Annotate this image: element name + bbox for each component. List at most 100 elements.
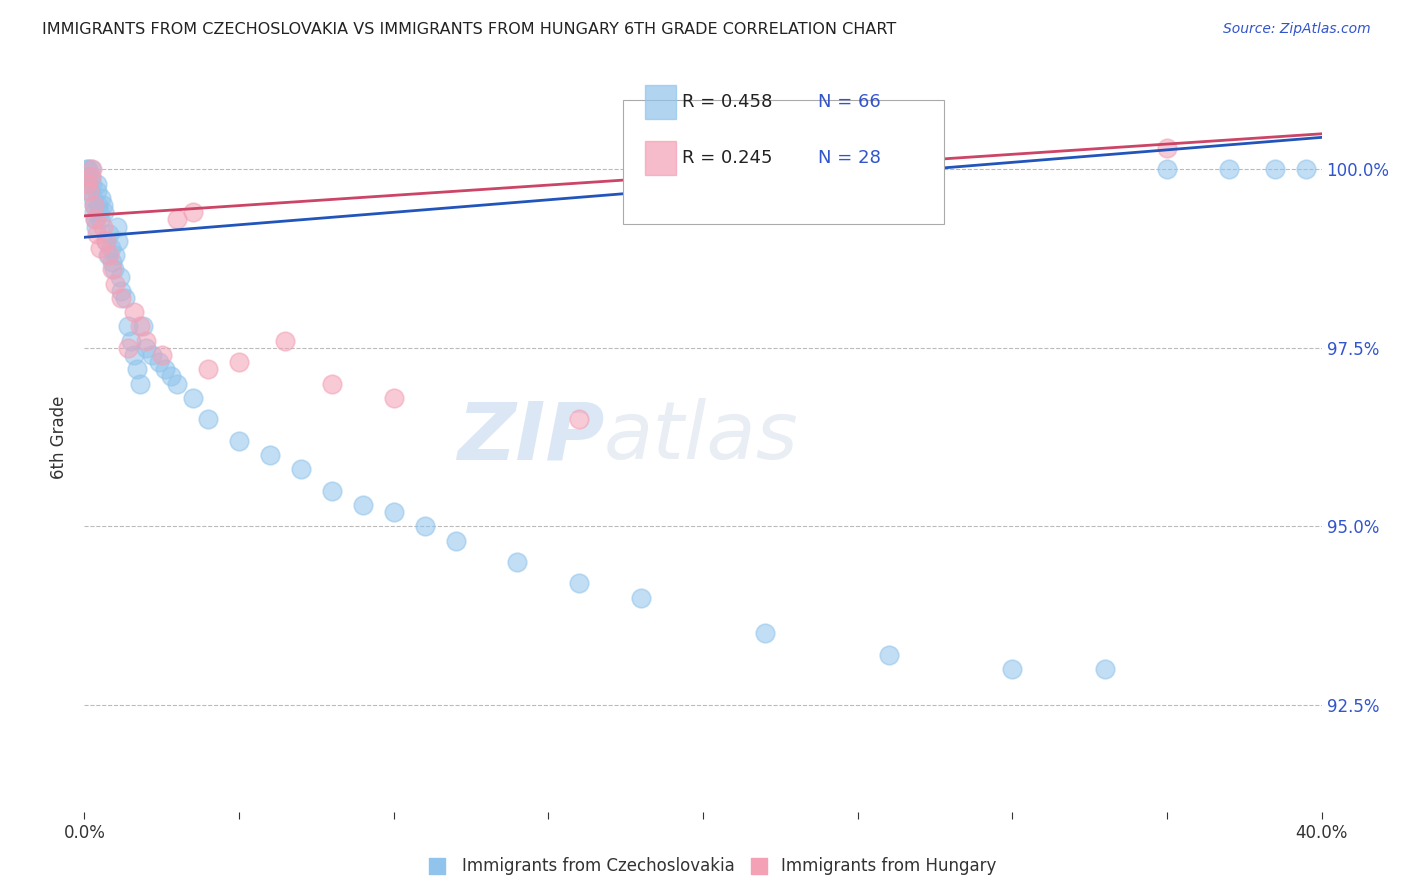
Point bbox=[103, 262, 125, 277]
Text: R = 0.245: R = 0.245 bbox=[682, 149, 772, 167]
Point bbox=[91, 198, 114, 212]
Point bbox=[82, 191, 104, 205]
Point bbox=[79, 169, 101, 184]
Point bbox=[413, 519, 436, 533]
Point bbox=[166, 376, 188, 391]
Text: Immigrants from Hungary: Immigrants from Hungary bbox=[780, 856, 997, 875]
Point bbox=[107, 234, 129, 248]
Text: Immigrants from Czechoslovakia: Immigrants from Czechoslovakia bbox=[461, 856, 734, 875]
Point bbox=[105, 219, 128, 234]
Point bbox=[290, 462, 312, 476]
Point bbox=[104, 248, 127, 262]
Point bbox=[86, 227, 108, 241]
Point bbox=[89, 205, 111, 219]
Point bbox=[117, 319, 139, 334]
Point bbox=[117, 341, 139, 355]
Point bbox=[101, 255, 124, 269]
Point bbox=[96, 248, 118, 262]
Point bbox=[120, 334, 142, 348]
Point bbox=[352, 498, 374, 512]
Point bbox=[1001, 662, 1024, 676]
Point bbox=[79, 184, 101, 198]
Point bbox=[93, 205, 115, 219]
Point bbox=[228, 434, 250, 448]
Point bbox=[153, 362, 176, 376]
Point bbox=[141, 348, 163, 362]
Point bbox=[77, 162, 100, 177]
Point bbox=[83, 205, 105, 219]
Point bbox=[84, 212, 107, 227]
Point bbox=[80, 162, 103, 177]
Point bbox=[82, 162, 104, 177]
Point bbox=[630, 591, 652, 605]
Point bbox=[181, 391, 204, 405]
Y-axis label: 6th Grade: 6th Grade bbox=[51, 395, 69, 479]
Point bbox=[125, 362, 148, 376]
Point bbox=[87, 198, 110, 212]
Point bbox=[76, 162, 98, 177]
Point bbox=[1295, 162, 1317, 177]
Point bbox=[101, 262, 124, 277]
Point bbox=[86, 177, 108, 191]
Point bbox=[94, 234, 117, 248]
Point bbox=[321, 483, 343, 498]
Point bbox=[1264, 162, 1286, 177]
Point bbox=[382, 391, 405, 405]
Point bbox=[100, 241, 122, 255]
Point bbox=[129, 319, 152, 334]
Point bbox=[77, 184, 100, 198]
Text: atlas: atlas bbox=[605, 398, 799, 476]
Point bbox=[114, 291, 136, 305]
Point bbox=[122, 348, 145, 362]
Point bbox=[110, 291, 132, 305]
Point bbox=[1218, 162, 1240, 177]
Point bbox=[1156, 162, 1178, 177]
Text: R = 0.458: R = 0.458 bbox=[682, 93, 772, 112]
Point bbox=[568, 576, 591, 591]
Point bbox=[1156, 141, 1178, 155]
Text: N = 66: N = 66 bbox=[818, 93, 880, 112]
Point bbox=[98, 227, 121, 241]
Point bbox=[1094, 662, 1116, 676]
Point bbox=[135, 341, 157, 355]
Point bbox=[444, 533, 467, 548]
Point bbox=[150, 348, 173, 362]
Point bbox=[84, 219, 107, 234]
Point bbox=[94, 234, 117, 248]
Point bbox=[108, 269, 131, 284]
Point bbox=[122, 305, 145, 319]
Point bbox=[77, 177, 100, 191]
Text: ZIP: ZIP bbox=[457, 398, 605, 476]
Point bbox=[382, 505, 405, 519]
Point bbox=[259, 448, 281, 462]
Point bbox=[129, 376, 152, 391]
Point bbox=[197, 362, 219, 376]
FancyBboxPatch shape bbox=[623, 100, 945, 224]
Point bbox=[148, 355, 170, 369]
FancyBboxPatch shape bbox=[645, 141, 676, 175]
Point bbox=[132, 319, 155, 334]
Point bbox=[160, 369, 183, 384]
Point bbox=[98, 248, 121, 262]
Point bbox=[181, 205, 204, 219]
Point bbox=[79, 169, 101, 184]
Point bbox=[83, 198, 105, 212]
Point bbox=[321, 376, 343, 391]
Point bbox=[89, 212, 111, 227]
Point bbox=[166, 212, 188, 227]
Point bbox=[754, 626, 776, 640]
Point bbox=[82, 177, 104, 191]
Point bbox=[76, 169, 98, 184]
Point bbox=[110, 284, 132, 298]
Point bbox=[568, 412, 591, 426]
Text: Source: ZipAtlas.com: Source: ZipAtlas.com bbox=[1223, 22, 1371, 37]
Point bbox=[506, 555, 529, 569]
FancyBboxPatch shape bbox=[645, 85, 676, 119]
Text: N = 28: N = 28 bbox=[818, 149, 882, 167]
Point bbox=[86, 184, 108, 198]
Point bbox=[877, 648, 900, 662]
Point bbox=[274, 334, 297, 348]
Point bbox=[90, 191, 112, 205]
Point bbox=[84, 212, 107, 227]
Point bbox=[228, 355, 250, 369]
